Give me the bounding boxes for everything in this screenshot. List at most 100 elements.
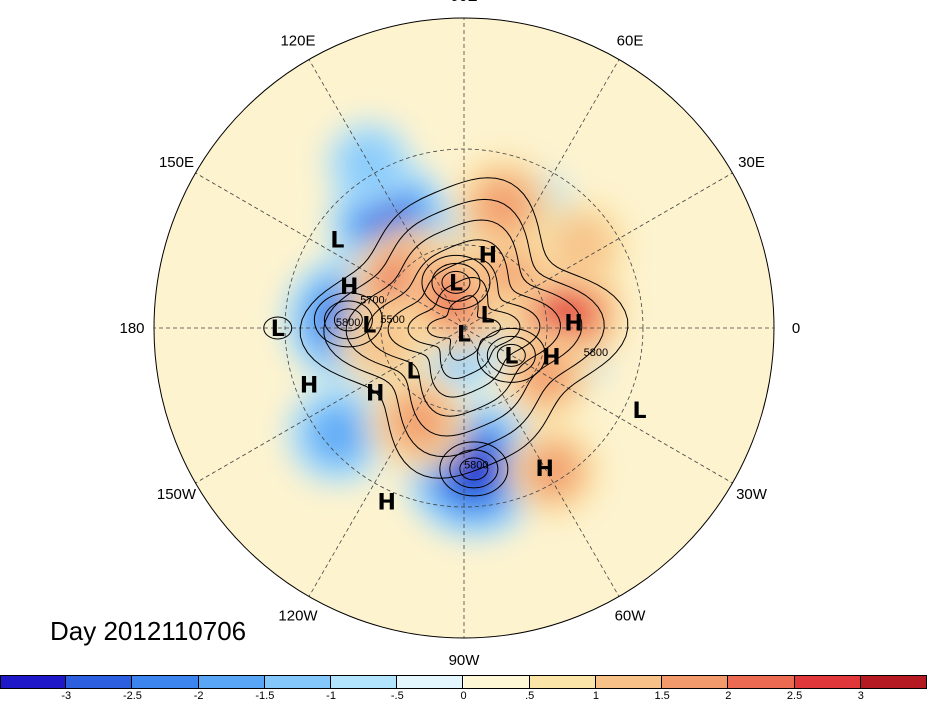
closed-contour <box>263 316 293 340</box>
anomaly-band <box>392 395 445 448</box>
low-pressure-marker: L <box>457 322 471 347</box>
meridian-line <box>463 327 733 484</box>
anomaly-blob <box>366 368 471 474</box>
anomaly-band <box>311 407 364 461</box>
meridian-line <box>308 327 465 597</box>
anomaly-band <box>477 179 530 233</box>
colorbar-segment <box>463 675 530 689</box>
longitude-labels: 90E 60E 30E 0 30W 60W 90W 120W 150W 180 150E 120E <box>119 0 800 669</box>
anomaly-blob <box>451 153 557 259</box>
colorbar-segment <box>66 675 133 689</box>
high-pressure-marker: H <box>300 373 318 398</box>
longitude-label: 120E <box>280 32 315 49</box>
low-pressure-marker: L <box>449 271 463 296</box>
high-pressure-marker: H <box>378 491 396 516</box>
high-pressure-marker: H <box>535 457 553 482</box>
colorbar-tick-label: 1.5 <box>654 690 670 702</box>
closed-contour <box>496 343 526 367</box>
height-contour <box>427 295 501 361</box>
meridian-line <box>195 327 465 484</box>
closed-contour <box>421 254 491 310</box>
high-pressure-marker: H <box>479 243 497 268</box>
colorbar-segment <box>0 675 67 689</box>
colorbar-segment <box>728 675 795 689</box>
closed-contour <box>449 449 499 489</box>
height-contour <box>387 258 541 398</box>
longitude-label: 60W <box>615 608 647 625</box>
colorbar-segment <box>595 675 663 689</box>
colorbar-segment <box>198 675 265 689</box>
map-title: Day 2012110706 <box>50 616 247 646</box>
colorbar-tick-label: -.5 <box>390 690 404 702</box>
anomaly-band <box>551 213 614 277</box>
height-contour <box>407 276 521 380</box>
lat-lon-gridlines <box>154 18 774 638</box>
anomaly-band <box>529 446 578 495</box>
high-pressure-marker: H <box>340 275 358 300</box>
low-pressure-marker: L <box>362 314 376 339</box>
closed-contour <box>313 292 383 348</box>
closed-contour <box>323 300 373 340</box>
meridian-line <box>463 327 620 597</box>
high-pressure-marker: H <box>366 382 384 407</box>
longitude-label: 180 <box>119 320 144 337</box>
anomaly-blob <box>504 422 602 519</box>
longitude-label: 120W <box>278 608 318 625</box>
longitude-label: 30W <box>736 486 768 503</box>
colorbar-tick-label: 0 <box>460 690 467 702</box>
height-contour <box>345 219 583 437</box>
height-contour <box>323 198 605 458</box>
low-pressure-marker: L <box>330 228 344 253</box>
colorbar-tick-label: -2.5 <box>122 690 142 702</box>
map-boundary <box>153 17 775 639</box>
contour-value-label: 5500 <box>380 314 404 326</box>
map-disk <box>154 18 774 638</box>
longitude-label: 90E <box>451 0 478 5</box>
colorbar-tick-label: -2 <box>193 690 204 702</box>
high-pressure-marker: H <box>542 345 560 370</box>
colorbar-segment <box>529 675 596 689</box>
colorbar-segment <box>331 675 398 689</box>
anomaly-band <box>453 448 495 490</box>
colorbar-tick-label: -1 <box>326 690 336 702</box>
anomaly-blob <box>285 381 391 487</box>
low-pressure-marker: L <box>480 303 494 328</box>
geopotential-height-contours <box>263 177 629 497</box>
height-contour <box>367 239 561 417</box>
longitude-label: 150W <box>157 486 197 503</box>
closed-contour <box>431 262 481 302</box>
colorbar-segment <box>662 675 729 689</box>
colorbar: -3 -2.5 -2 -1.5 -1 -.5 0 .5 1 1.5 2 2.5 3 <box>0 675 928 702</box>
colorbar-tick-label: 1 <box>592 690 599 702</box>
high-pressure-marker: H <box>564 311 582 336</box>
colorbar-tick-label: 3 <box>857 690 864 702</box>
longitude-label: 0 <box>792 320 800 337</box>
low-pressure-marker: L <box>271 317 285 342</box>
low-pressure-marker: L <box>407 359 421 384</box>
closed-contour <box>476 327 546 383</box>
meridian-line <box>463 172 733 329</box>
colorbar-tick-label: 2.5 <box>786 690 803 702</box>
closed-contour <box>439 441 509 497</box>
closed-contour <box>486 335 536 375</box>
longitude-label: 30E <box>738 154 765 171</box>
height-contour <box>299 177 629 479</box>
longitude-label: 90W <box>449 652 481 669</box>
colorbar-segment <box>264 675 332 689</box>
low-pressure-marker: L <box>504 344 518 369</box>
low-pressure-marker: L <box>633 399 647 424</box>
colorbar-segment <box>794 675 861 689</box>
colorbar-segment <box>397 675 464 689</box>
colorbar-segment <box>860 675 927 689</box>
closed-contour <box>441 270 471 294</box>
contour-value-label: 5800 <box>336 317 360 329</box>
colorbar-segment <box>132 675 199 689</box>
colorbar-tick-label: 2 <box>725 690 732 702</box>
polar-stereographic-map: 90E 60E 30E 0 30W 60W 90W 120W 150W 180 150E 120E 5… <box>119 0 800 669</box>
meridian-line <box>195 172 465 329</box>
meridian-line <box>308 59 465 329</box>
closed-contour <box>333 308 363 332</box>
longitude-label: 150E <box>159 154 194 171</box>
